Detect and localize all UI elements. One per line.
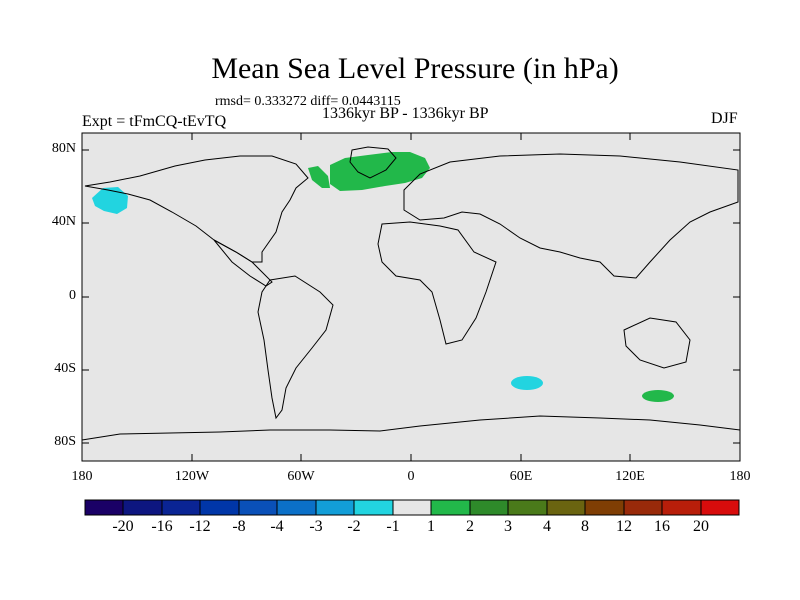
- coastlines: [81, 146, 741, 441]
- lat-label: 80N: [51, 141, 76, 156]
- colorbar-box: [84, 499, 124, 516]
- colorbar-label: -8: [232, 518, 246, 535]
- coast-greenland: [349, 146, 397, 179]
- colorbar-box: [661, 499, 702, 516]
- experiment-label: Expt = tFmCQ-tEvTQ: [82, 113, 227, 130]
- colorbar-box: [507, 499, 548, 516]
- colorbar-label: 20: [693, 518, 709, 535]
- colorbar-box: [238, 499, 278, 516]
- colorbar: [84, 499, 740, 516]
- patch-north-atlantic: [330, 152, 430, 191]
- lon-label: 60E: [509, 469, 533, 484]
- colorbar-box: [700, 499, 740, 516]
- coast-australia: [623, 317, 691, 369]
- patch-south-indian-ocean: [642, 390, 674, 402]
- chart-title: Mean Sea Level Pressure (in hPa): [211, 52, 619, 85]
- map-background: [82, 133, 740, 461]
- colorbar-label: -16: [151, 518, 173, 535]
- colorbar-label: -4: [270, 518, 284, 535]
- colorbar-box: [430, 499, 471, 516]
- colorbar-label: 16: [654, 518, 670, 535]
- lat-label: 80S: [54, 434, 76, 449]
- colorbar-label: -12: [189, 518, 211, 535]
- colorbar-label: -1: [386, 518, 400, 535]
- lon-label: 0: [407, 469, 415, 484]
- coast-europe-asia: [403, 153, 739, 279]
- colorbar-box: [122, 499, 163, 516]
- colorbar-box: [469, 499, 509, 516]
- patch-south-atlantic-indian: [511, 376, 543, 390]
- colorbar-label: 8: [581, 518, 589, 535]
- coast-africa: [377, 221, 497, 345]
- period-label: 1336kyr BP - 1336kyr BP: [322, 105, 489, 122]
- lat-label: 40S: [54, 361, 76, 376]
- anomaly-patches: [92, 152, 674, 402]
- lat-label: 0: [69, 288, 76, 303]
- colorbar-box: [546, 499, 586, 516]
- patch-greenland-strip: [308, 166, 330, 188]
- colorbar-label: 12: [616, 518, 632, 535]
- coast-south-america: [257, 275, 334, 420]
- lon-label: 60W: [287, 469, 315, 484]
- colorbar-label: 3: [504, 518, 512, 535]
- colorbar-box: [315, 499, 355, 516]
- coast-antarctica: [81, 415, 741, 441]
- colorbar-label: 4: [543, 518, 551, 535]
- colorbar-box: [584, 499, 625, 516]
- colorbar-box: [623, 499, 663, 516]
- stats-line: rmsd= 0.333272 diff= 0.0443115: [215, 94, 401, 109]
- colorbar-box: [161, 499, 201, 516]
- axis-ticks: [82, 133, 740, 461]
- coast-central-america: [213, 239, 273, 287]
- colorbar-label: -3: [309, 518, 323, 535]
- colorbar-label: 1: [427, 518, 435, 535]
- colorbar-label: -20: [112, 518, 134, 535]
- lon-label: 180: [71, 469, 93, 484]
- season-label: DJF: [711, 110, 738, 127]
- colorbar-label: -2: [347, 518, 361, 535]
- coast-north-america: [84, 155, 309, 263]
- colorbar-label: 2: [466, 518, 474, 535]
- lon-label: 120W: [174, 469, 210, 484]
- patch-north-pacific: [92, 187, 128, 214]
- colorbar-box: [392, 499, 432, 516]
- lat-label: 40N: [51, 214, 76, 229]
- colorbar-box: [276, 499, 317, 516]
- lon-label: 120E: [615, 469, 645, 484]
- colorbar-box: [199, 499, 240, 516]
- colorbar-box: [353, 499, 394, 516]
- lon-label: 180: [729, 469, 751, 484]
